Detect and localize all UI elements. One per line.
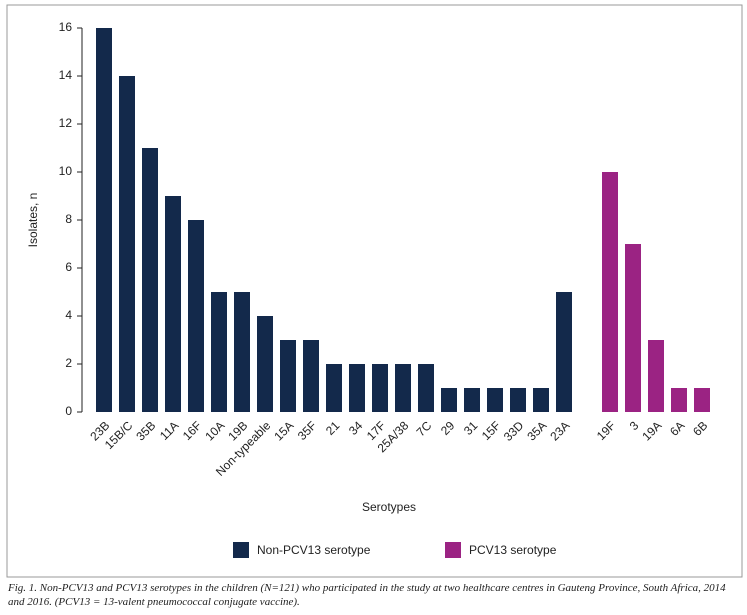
bar	[671, 388, 687, 412]
y-tick-label: 12	[59, 116, 73, 130]
legend-label: PCV13 serotype	[469, 543, 557, 557]
bar	[487, 388, 503, 412]
x-tick-label: 19A	[639, 418, 664, 443]
bar	[395, 364, 411, 412]
y-tick-label: 16	[59, 20, 73, 34]
bar	[349, 364, 365, 412]
bar	[165, 196, 181, 412]
x-tick-label: 19F	[594, 418, 619, 443]
y-tick-label: 0	[65, 404, 72, 418]
x-tick-label: 10A	[202, 418, 227, 443]
bar	[418, 364, 434, 412]
bar	[510, 388, 526, 412]
bar	[464, 388, 480, 412]
frame	[6, 4, 743, 578]
caption: Fig. 1. Non-PCV13 and PCV13 serotypes in…	[8, 582, 726, 608]
x-tick-label: 23A	[547, 418, 572, 443]
x-tick-label: 35A	[524, 418, 549, 443]
x-tick-label: 6B	[690, 418, 710, 438]
legend-label: Non-PCV13 serotype	[257, 543, 371, 557]
bar	[648, 340, 664, 412]
x-tick-label: 3	[627, 418, 642, 433]
chart: Serotypes Isolates, n 024681012141623B15…	[6, 4, 743, 578]
bar	[96, 28, 112, 412]
x-tick-label: 35B	[133, 418, 158, 443]
x-tick-label: 34	[346, 418, 366, 438]
bar	[441, 388, 457, 412]
bar	[257, 316, 273, 412]
x-tick-label: 15A	[271, 418, 296, 443]
bar	[303, 340, 319, 412]
bar	[625, 244, 641, 412]
x-tick-label: 6A	[667, 418, 687, 438]
x-tick-label: 31	[461, 418, 481, 438]
y-tick-label: 14	[59, 68, 73, 82]
y-tick-label: 2	[65, 356, 72, 370]
legend-swatch	[233, 542, 249, 558]
bar	[119, 76, 135, 412]
y-tick-label: 6	[65, 260, 72, 274]
bar	[533, 388, 549, 412]
bar	[188, 220, 204, 412]
bar	[694, 388, 710, 412]
y-tick-label: 4	[65, 308, 72, 322]
x-tick-label: 15F	[479, 418, 504, 443]
x-tick-label: 35F	[295, 418, 320, 443]
x-tick-label: 7C	[414, 418, 435, 439]
bar	[556, 292, 572, 412]
y-tick-label: 10	[59, 164, 73, 178]
x-tick-label: 16F	[180, 418, 205, 443]
bar	[280, 340, 296, 412]
x-tick-label: 33D	[501, 418, 527, 444]
bar	[142, 148, 158, 412]
x-tick-label: 11A	[157, 418, 181, 442]
bar	[211, 292, 227, 412]
y-tick-label: 8	[65, 212, 72, 226]
y-axis-label: Isolates, n	[26, 193, 40, 248]
x-axis-label: Serotypes	[362, 500, 416, 514]
bar	[602, 172, 618, 412]
bar	[234, 292, 250, 412]
legend-swatch	[445, 542, 461, 558]
bar	[326, 364, 342, 412]
bar	[372, 364, 388, 412]
x-tick-label: 21	[323, 418, 343, 438]
x-tick-label: 29	[438, 418, 458, 438]
